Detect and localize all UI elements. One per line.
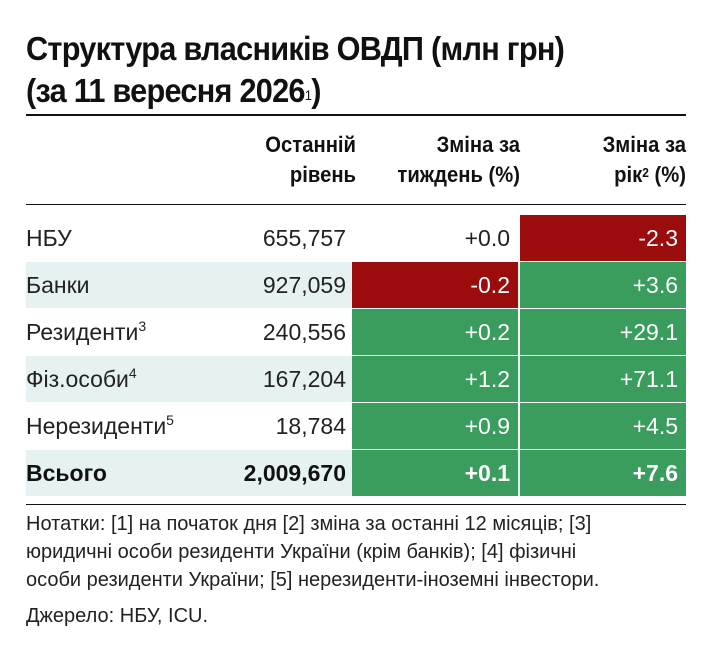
header-year-line1: Зміна за: [602, 132, 686, 157]
notes-line-1: Нотатки: [1] на початок дня [2] зміна за…: [26, 513, 592, 535]
header-level-line2: рівень: [289, 162, 356, 187]
row-level-value: 18,784: [275, 413, 346, 439]
row-name-text: НБУ: [26, 225, 72, 251]
header-year-line2: рік2 (%): [533, 160, 686, 190]
source: Джерело: НБУ, ICU.: [26, 605, 209, 627]
title-line-1: Структура власників ОВДП (млн грн): [26, 30, 565, 67]
notes-line-2: юридичні особи резиденти України (крім б…: [26, 541, 577, 563]
row-name-text: Всього: [26, 460, 107, 486]
row-footnote-ref: 5: [166, 412, 174, 428]
row-year-change: -2.3: [520, 215, 686, 261]
row-year-change: +71.1: [520, 356, 686, 402]
row-name-text: Резиденти: [26, 319, 139, 345]
row-week-change: +1.2: [352, 356, 518, 402]
header-week: Зміна за тиждень (%): [364, 130, 520, 190]
row-week-change: +0.2: [352, 309, 518, 355]
row-level-value: 2,009,670: [243, 460, 346, 486]
table-row-total: Всього 2,009,670 +0.1 +7.6: [26, 450, 686, 496]
notes: Нотатки: [1] на початок дня [2] зміна за…: [26, 510, 688, 594]
header-rule: [26, 204, 686, 205]
header-week-line1: Зміна за: [436, 132, 520, 157]
title-line-2: (за 11 вересня 20261): [26, 70, 649, 112]
row-level-value: 927,059: [262, 272, 346, 298]
row-name: Фіз.особи4: [26, 356, 246, 402]
header-year-footnote-ref: 2: [642, 165, 649, 180]
table-row: Фіз.особи4 167,204 +1.2 +71.1: [26, 356, 686, 402]
row-week-change: +0.0: [464, 225, 510, 251]
bottom-rule: [26, 504, 686, 505]
row-year-change: +7.6: [520, 450, 686, 496]
title-close-paren: ): [311, 72, 321, 109]
chart-title: Структура власників ОВДП (млн грн) (за 1…: [26, 28, 649, 112]
table-row: Нерезиденти5 18,784 +0.9 +4.5: [26, 403, 686, 449]
header-level: Останній рівень: [238, 130, 356, 190]
table-row: Банки 927,059 -0.2 +3.6: [26, 262, 686, 308]
row-year-change: +4.5: [520, 403, 686, 449]
row-level-value: 655,757: [262, 225, 346, 251]
title-footnote-ref: 1: [304, 87, 312, 103]
row-year-change: +29.1: [520, 309, 686, 355]
row-name: НБУ: [26, 215, 246, 261]
table-row: НБУ 655,757 +0.0 -2.3: [26, 215, 686, 261]
row-footnote-ref: 3: [138, 318, 147, 334]
row-level-value: 240,556: [262, 319, 346, 345]
row-week-change: -0.2: [352, 262, 518, 308]
row-week-change: +0.9: [352, 403, 518, 449]
header-level-line1: Останній: [265, 132, 356, 157]
header-year-unit: (%): [648, 162, 686, 187]
top-rule: [26, 114, 686, 116]
row-footnote-ref: 4: [128, 365, 137, 381]
row-name: Всього: [26, 450, 246, 496]
header-year-word: рік: [614, 162, 643, 187]
row-name-text: Нерезиденти: [26, 413, 167, 439]
table-row: Резиденти3 240,556 +0.2 +29.1: [26, 309, 686, 355]
row-name-text: Банки: [26, 272, 90, 298]
title-date: (за 11 вересня 2026: [26, 72, 305, 109]
row-name-text: Фіз.особи: [26, 366, 129, 392]
header-week-line2: тиждень (%): [397, 162, 520, 187]
row-name: Резиденти3: [26, 309, 246, 355]
row-level-value: 167,204: [262, 366, 346, 392]
row-week-change: +0.1: [352, 450, 518, 496]
row-name: Нерезиденти5: [26, 403, 246, 449]
header-year: Зміна за рік2 (%): [533, 130, 686, 190]
row-name: Банки: [26, 262, 246, 308]
row-year-change: +3.6: [520, 262, 686, 308]
notes-line-3: особи резиденти України; [5] нерезиденти…: [26, 569, 600, 591]
